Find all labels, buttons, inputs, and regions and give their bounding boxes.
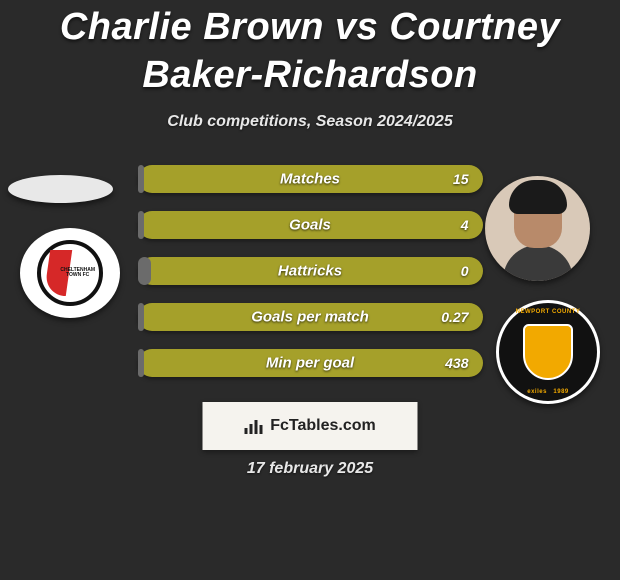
stat-bar: Goals per match 0.27: [138, 303, 483, 331]
bar-chart-icon: [244, 418, 264, 434]
stat-bar-fill: [138, 303, 145, 331]
stat-bar-value: 438: [445, 355, 468, 371]
stat-bar-fill: [138, 211, 145, 239]
stat-bar-value: 15: [453, 171, 469, 187]
stat-bar-value: 0: [461, 263, 469, 279]
page-title: Charlie Brown vs Courtney Baker-Richards…: [20, 4, 600, 99]
stat-bars: Matches 15 Goals 4 Hattricks 0 Goals per match…: [138, 165, 483, 377]
watermark: FcTables.com: [203, 402, 418, 450]
date: 17 february 2025: [247, 460, 373, 478]
stat-bar: Goals 4: [138, 211, 483, 239]
stat-bar: Hattricks 0: [138, 257, 483, 285]
subtitle: Club competitions, Season 2024/2025: [20, 113, 600, 131]
stat-bar-fill: [138, 257, 152, 285]
stat-bar-label: Goals: [289, 217, 331, 234]
stat-bar-value: 4: [461, 217, 469, 233]
stat-bar-label: Matches: [280, 171, 340, 188]
stat-bar-fill: [138, 165, 145, 193]
stat-bar-fill: [138, 349, 145, 377]
watermark-text: FcTables.com: [270, 417, 376, 435]
stat-bar-label: Min per goal: [266, 355, 354, 372]
stat-bar-value: 0.27: [441, 309, 468, 325]
stat-bar: Min per goal 438: [138, 349, 483, 377]
header: Charlie Brown vs Courtney Baker-Richards…: [0, 0, 620, 131]
stat-bar-label: Goals per match: [251, 309, 369, 326]
stat-bar: Matches 15: [138, 165, 483, 193]
stat-bar-label: Hattricks: [278, 263, 342, 280]
stats-panel: Matches 15 Goals 4 Hattricks 0 Goals per match…: [0, 165, 620, 395]
